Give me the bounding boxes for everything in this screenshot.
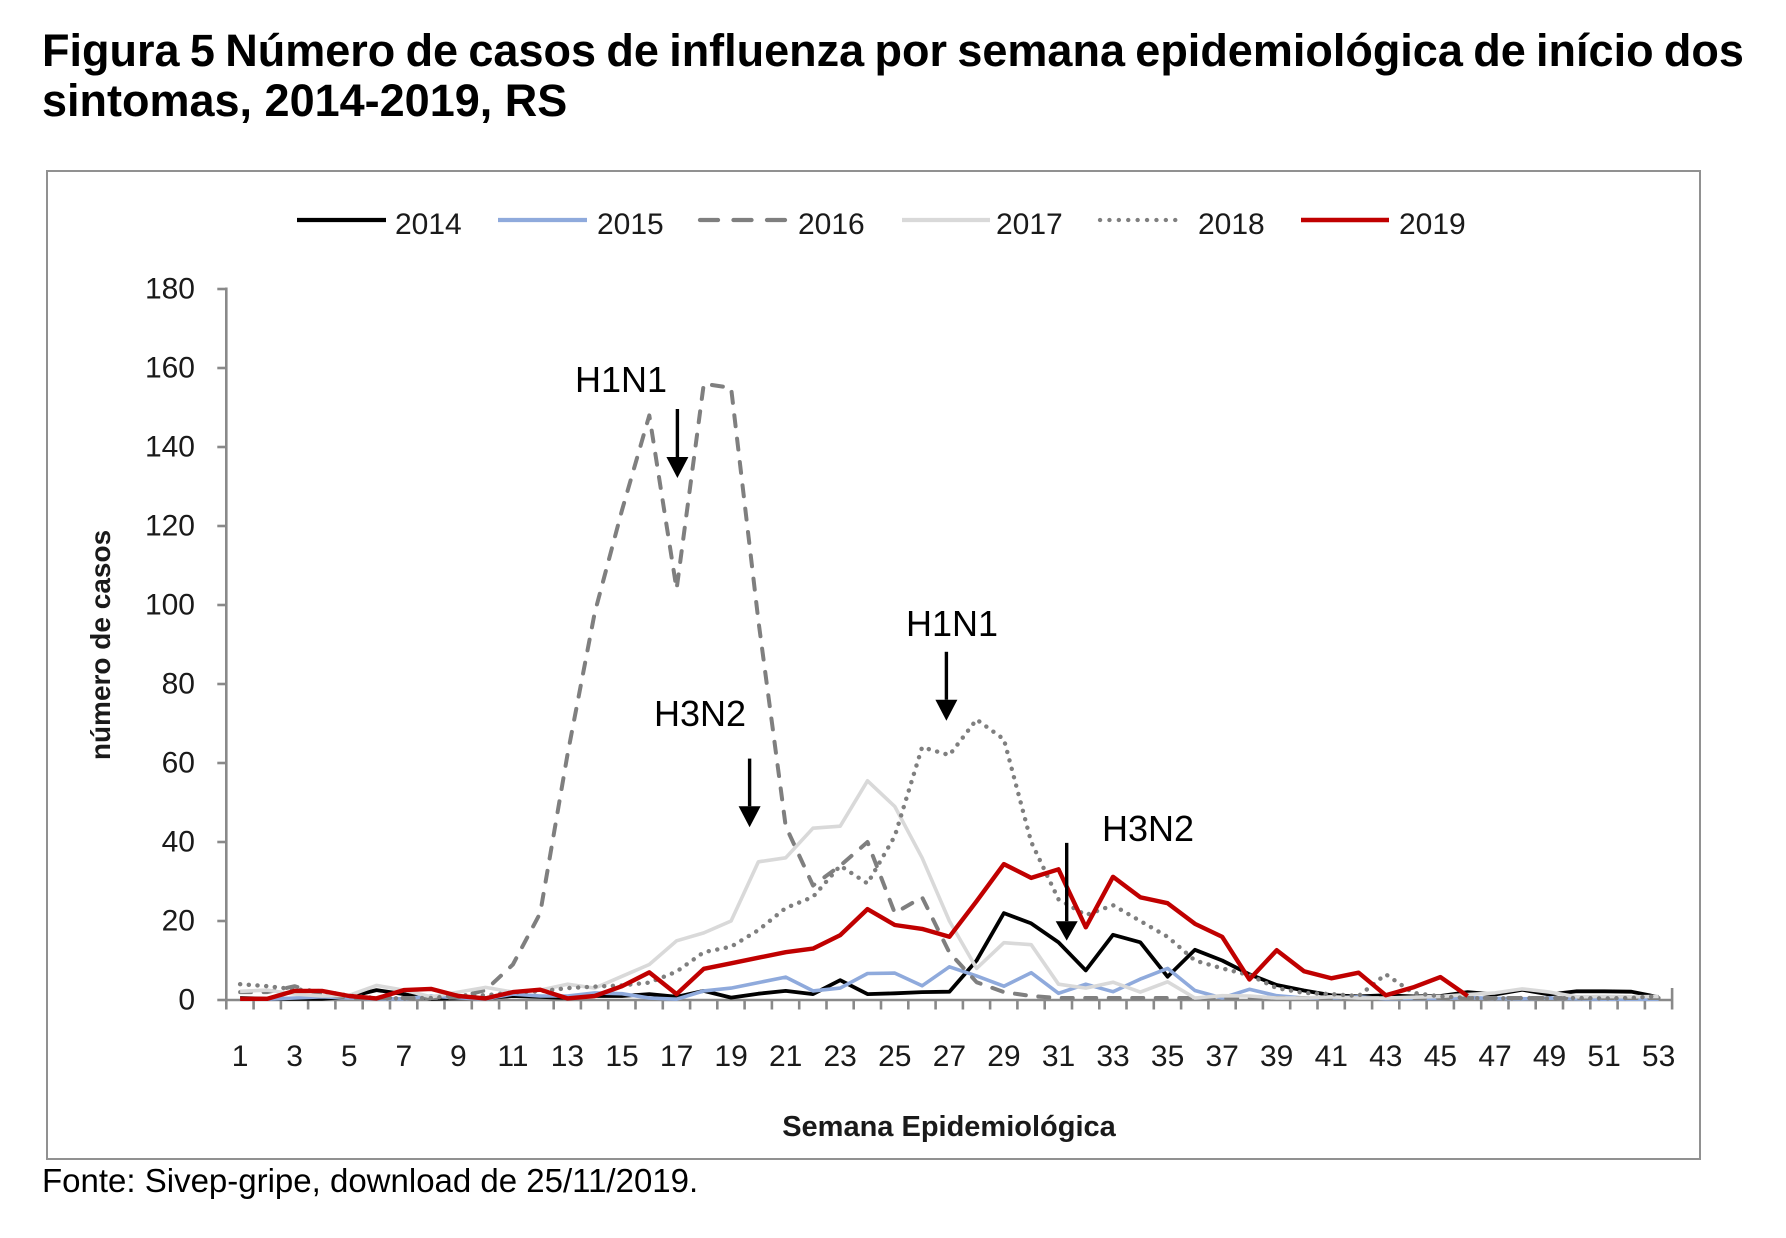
svg-text:100: 100 [145, 589, 195, 622]
svg-text:60: 60 [162, 747, 195, 780]
svg-text:H1N1: H1N1 [906, 603, 998, 644]
svg-text:27: 27 [933, 1040, 966, 1073]
svg-text:53: 53 [1642, 1040, 1675, 1073]
svg-text:7: 7 [395, 1040, 412, 1073]
svg-text:2016: 2016 [798, 208, 865, 241]
svg-text:9: 9 [450, 1040, 467, 1073]
svg-text:0: 0 [178, 984, 195, 1017]
svg-text:Semana Epidemiológica: Semana Epidemiológica [782, 1111, 1116, 1143]
svg-text:2018: 2018 [1198, 208, 1265, 241]
svg-text:H3N2: H3N2 [654, 693, 746, 734]
svg-text:31: 31 [1042, 1040, 1075, 1073]
svg-text:33: 33 [1096, 1040, 1129, 1073]
svg-text:2019: 2019 [1399, 208, 1466, 241]
svg-text:25: 25 [878, 1040, 911, 1073]
svg-text:20: 20 [162, 905, 195, 938]
svg-text:2017: 2017 [996, 208, 1063, 241]
svg-text:140: 140 [145, 431, 195, 464]
svg-text:35: 35 [1151, 1040, 1184, 1073]
svg-text:H1N1: H1N1 [575, 359, 667, 400]
svg-text:17: 17 [660, 1040, 693, 1073]
svg-text:37: 37 [1206, 1040, 1239, 1073]
svg-text:49: 49 [1533, 1040, 1566, 1073]
svg-text:número de casos: número de casos [85, 530, 116, 760]
svg-text:H3N2: H3N2 [1102, 808, 1194, 849]
svg-text:2014: 2014 [395, 208, 462, 241]
svg-text:2015: 2015 [597, 208, 664, 241]
svg-text:51: 51 [1587, 1040, 1620, 1073]
svg-text:29: 29 [987, 1040, 1020, 1073]
svg-text:40: 40 [162, 826, 195, 859]
svg-text:11: 11 [497, 1040, 528, 1073]
svg-text:19: 19 [714, 1040, 747, 1073]
svg-text:45: 45 [1424, 1040, 1457, 1073]
svg-text:41: 41 [1315, 1040, 1348, 1073]
svg-text:23: 23 [824, 1040, 857, 1073]
svg-text:1: 1 [232, 1040, 249, 1073]
svg-text:13: 13 [551, 1040, 584, 1073]
svg-text:3: 3 [286, 1040, 303, 1073]
svg-text:120: 120 [145, 510, 195, 543]
svg-text:80: 80 [162, 668, 195, 701]
svg-text:39: 39 [1260, 1040, 1293, 1073]
svg-text:43: 43 [1369, 1040, 1402, 1073]
svg-text:47: 47 [1478, 1040, 1511, 1073]
svg-text:180: 180 [145, 273, 195, 306]
svg-text:21: 21 [769, 1040, 802, 1073]
svg-text:160: 160 [145, 352, 195, 385]
svg-text:15: 15 [605, 1040, 638, 1073]
svg-text:5: 5 [341, 1040, 358, 1073]
